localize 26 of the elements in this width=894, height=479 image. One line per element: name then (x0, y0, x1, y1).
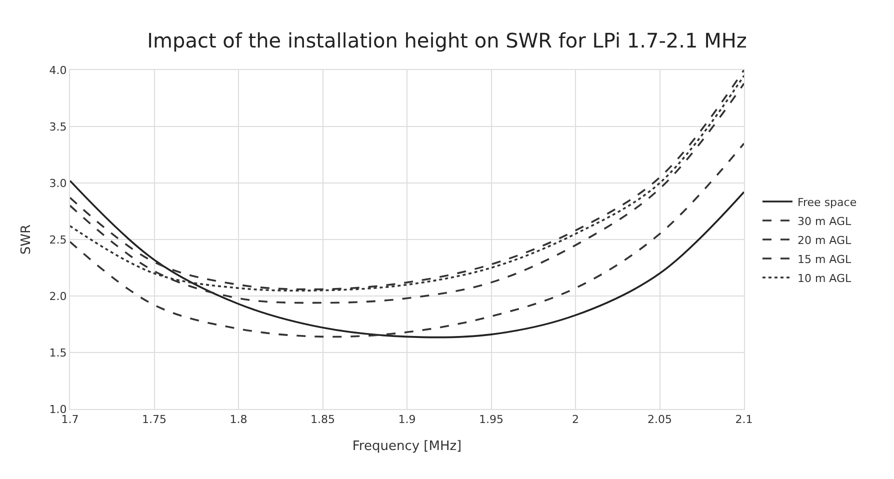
y-tick-label: 1.0 (49, 402, 67, 416)
y-tick-label: 3.0 (49, 176, 67, 190)
x-tick-label: 2 (572, 413, 579, 426)
line-series (70, 142, 744, 338)
legend-label: 15 m AGL (797, 252, 852, 266)
legend-label: 30 m AGL (797, 214, 852, 228)
chart-title: Impact of the installation height on SWR for LPi 1.7-2.1 MHz (147, 28, 747, 53)
x-tick-label: 1.7 (61, 413, 79, 426)
x-tick-label: 1.75 (142, 413, 166, 426)
y-tick-label: 4.0 (49, 64, 67, 77)
x-tick-label: 1.9 (398, 413, 416, 426)
x-tick-label: 2.1 (735, 413, 753, 426)
line-series (70, 180, 744, 338)
x-axis-title: Frequency [MHz] (352, 438, 462, 454)
y-tick-label: 2.5 (49, 233, 67, 246)
legend-label: 10 m AGL (797, 272, 852, 285)
x-tick-label: 1.85 (310, 413, 335, 426)
legend-label: 20 m AGL (797, 234, 852, 247)
y-axis-title: SWR (19, 224, 34, 255)
x-tick-label: 1.8 (230, 413, 248, 426)
y-tick-label: 2.0 (49, 290, 67, 303)
y-tick-label: 1.5 (49, 346, 67, 360)
x-tick-label: 2.05 (648, 413, 672, 426)
legend-label: Free space (797, 196, 857, 209)
y-tick-label: 3.5 (49, 120, 67, 134)
x-tick-label: 1.95 (479, 413, 504, 426)
